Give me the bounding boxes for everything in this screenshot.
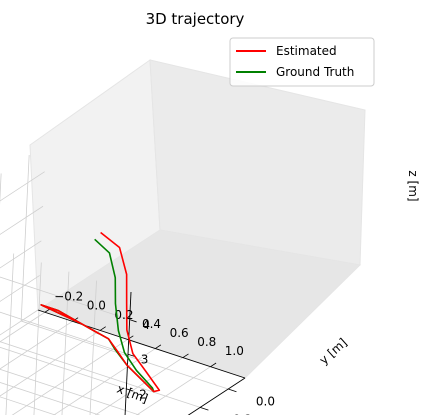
x-tick-label: 0.2 [114, 308, 133, 322]
z-grid-line [0, 275, 101, 415]
x-grid-line [0, 320, 73, 370]
z-tick-mark [126, 388, 134, 392]
chart-title: 3D trajectory [146, 10, 245, 28]
y-tick-mark [200, 407, 209, 411]
x-axis-label: x [m] [115, 382, 150, 406]
x-tick-label: 1.0 [225, 344, 244, 358]
grid-lines [0, 155, 229, 415]
x-grid-line [33, 262, 156, 415]
x-tick-mark [155, 344, 162, 349]
x-tick-label: 0.0 [87, 299, 106, 313]
x-tick-mark [182, 353, 189, 358]
trajectories [40, 231, 161, 393]
z-grid-line [0, 171, 130, 321]
x-grid-line [89, 280, 211, 415]
z-tick-mark [129, 319, 137, 323]
x-tick-mark [210, 362, 217, 368]
legend-label-estimated: Estimated [276, 44, 337, 58]
z-tick-label: 3 [141, 353, 149, 367]
x-grid-line [0, 311, 46, 343]
series-line-estimated [40, 231, 161, 393]
legend-label-ground-truth: Ground Truth [276, 65, 354, 79]
x-axis-line [37, 309, 246, 379]
x-grid-line [5, 253, 128, 415]
z-grid-line [0, 205, 129, 355]
y-tick-label: 0.0 [256, 394, 275, 408]
x-tick-label: 0.6 [170, 326, 189, 340]
z-axis-line [124, 291, 132, 415]
z-tick-label: 4 [142, 318, 150, 332]
y-tick-mark [228, 388, 237, 393]
x-grid-line [0, 330, 101, 397]
x-tick-label: 0.4 [142, 317, 161, 331]
z-axis-label: z [m] [406, 170, 420, 201]
x-tick-mark [99, 326, 106, 331]
legend: Estimated Ground Truth [229, 37, 375, 87]
y-tick-label: −0.2 [223, 413, 252, 415]
y-grid-line [0, 368, 141, 415]
y-axis-label: y [m] [317, 335, 350, 367]
axes: −0.20.00.20.40.60.81.0−0.6−0.4−0.20.0012… [37, 290, 275, 415]
z-grid-line [0, 240, 127, 390]
y-axis-line [187, 377, 246, 415]
x-tick-label: −0.2 [54, 290, 83, 304]
x-grid-line [61, 271, 184, 415]
z-tick-label: 2 [139, 387, 147, 401]
y-grid-line [0, 173, 201, 408]
x-tick-label: 0.8 [197, 335, 216, 349]
